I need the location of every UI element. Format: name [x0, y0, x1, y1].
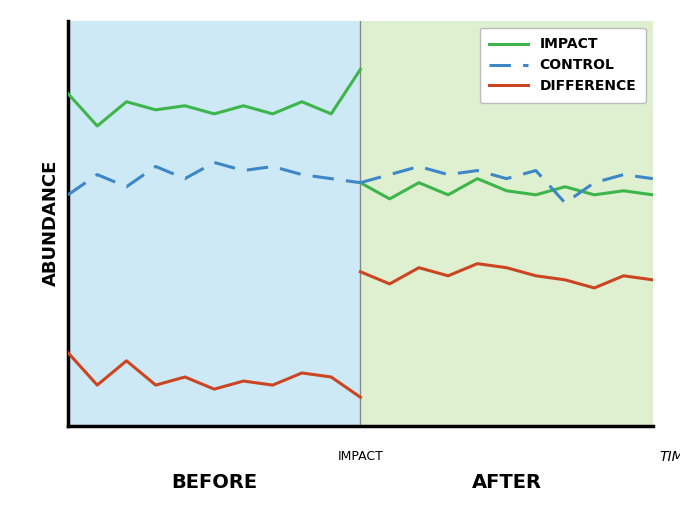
Text: IMPACT: IMPACT: [337, 450, 384, 463]
Y-axis label: ABUNDANCE: ABUNDANCE: [41, 160, 60, 286]
Bar: [68, 21, 360, 426]
Text: TIME: TIME: [660, 450, 680, 463]
Bar: [360, 21, 653, 426]
Text: AFTER: AFTER: [472, 473, 541, 492]
Text: BEFORE: BEFORE: [171, 473, 257, 492]
Legend: IMPACT, CONTROL, DIFFERENCE: IMPACT, CONTROL, DIFFERENCE: [479, 28, 646, 103]
